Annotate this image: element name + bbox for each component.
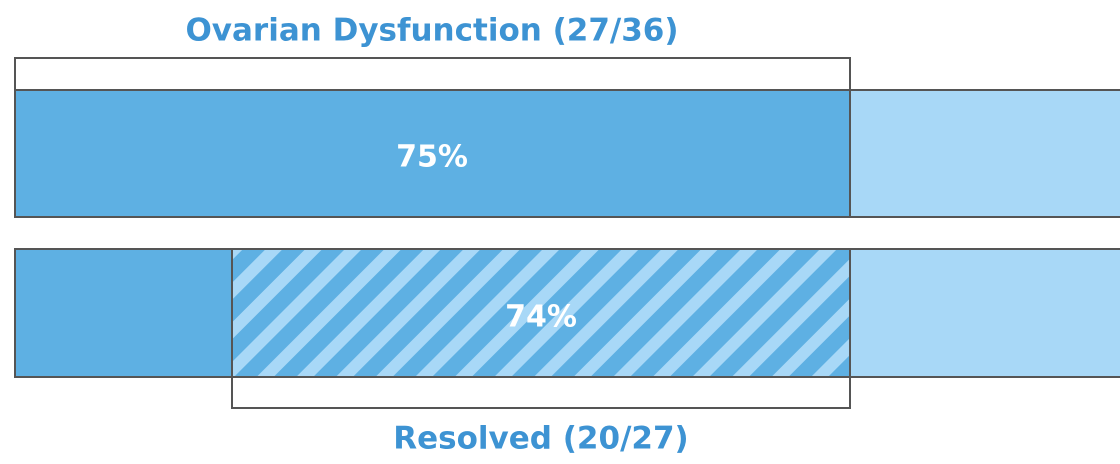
bar-label: 74%	[505, 300, 577, 335]
bottom-bracket	[231, 377, 851, 409]
bar-fill	[14, 248, 233, 378]
bar-fill	[14, 89, 851, 218]
bar-label: 75%	[396, 140, 468, 175]
subgroup-label: Resolved (20/27)	[393, 421, 688, 457]
top-bracket	[14, 57, 851, 90]
bar-remainder	[849, 248, 1120, 378]
title: Ovarian Dysfunction (27/36)	[185, 13, 678, 49]
bar-hatched	[231, 248, 851, 378]
bar-remainder	[849, 89, 1120, 218]
